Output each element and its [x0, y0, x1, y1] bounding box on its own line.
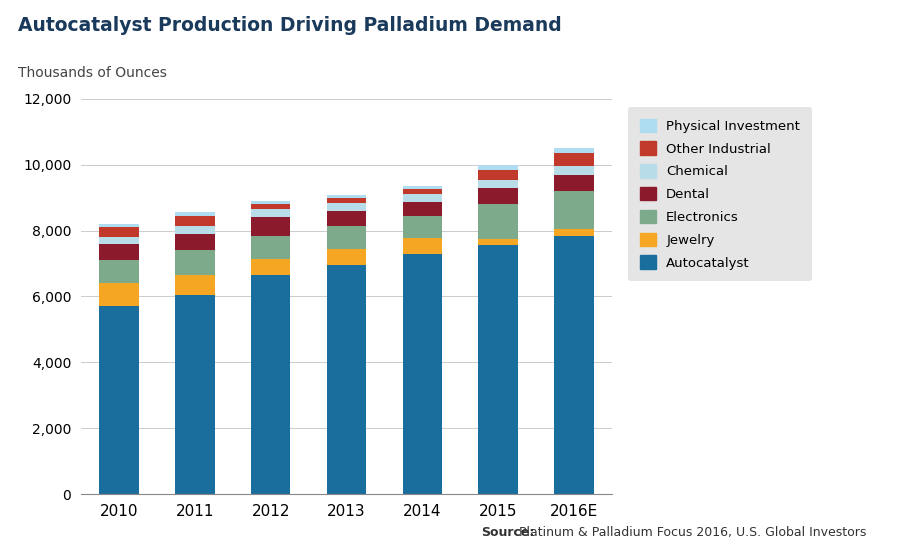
Bar [554, 191, 594, 229]
Bar [479, 170, 518, 180]
Bar [99, 227, 139, 237]
Bar [479, 245, 518, 494]
Bar [176, 295, 214, 494]
Bar [327, 265, 366, 494]
Bar [327, 198, 366, 203]
Bar [402, 186, 442, 189]
Bar [327, 195, 366, 198]
Bar [402, 216, 442, 238]
Bar [251, 217, 291, 236]
Bar [327, 226, 366, 249]
Bar [251, 236, 291, 259]
Bar [99, 306, 139, 494]
Bar [479, 165, 518, 170]
Bar [176, 216, 214, 226]
Bar [176, 250, 214, 275]
Bar [479, 204, 518, 239]
Bar [554, 153, 594, 166]
Bar [554, 175, 594, 191]
Bar [251, 275, 291, 494]
Bar [176, 212, 214, 216]
Bar [327, 249, 366, 265]
Bar [402, 189, 442, 194]
Bar [176, 275, 214, 295]
Bar [176, 226, 214, 234]
Bar [251, 259, 291, 275]
Bar [554, 236, 594, 494]
Bar [402, 202, 442, 216]
Bar [327, 211, 366, 226]
Bar [99, 237, 139, 244]
Bar [251, 201, 291, 204]
Bar [554, 148, 594, 153]
Bar [251, 209, 291, 217]
Text: Source:: Source: [482, 526, 535, 539]
Bar [402, 254, 442, 494]
Bar [479, 180, 518, 188]
Bar [402, 238, 442, 254]
Bar [402, 194, 442, 202]
Bar [479, 239, 518, 245]
Bar [99, 260, 139, 283]
Legend: Physical Investment, Other Industrial, Chemical, Dental, Electronics, Jewelry, A: Physical Investment, Other Industrial, C… [628, 107, 812, 282]
Bar [327, 203, 366, 211]
Bar [99, 224, 139, 227]
Bar [176, 234, 214, 250]
Bar [479, 188, 518, 204]
Bar [99, 244, 139, 260]
Text: Thousands of Ounces: Thousands of Ounces [18, 66, 166, 80]
Bar [554, 229, 594, 236]
Bar [251, 204, 291, 209]
Text: Platinum & Palladium Focus 2016, U.S. Global Investors: Platinum & Palladium Focus 2016, U.S. Gl… [515, 526, 866, 539]
Bar [99, 283, 139, 306]
Text: Autocatalyst Production Driving Palladium Demand: Autocatalyst Production Driving Palladiu… [18, 16, 562, 36]
Bar [554, 166, 594, 175]
